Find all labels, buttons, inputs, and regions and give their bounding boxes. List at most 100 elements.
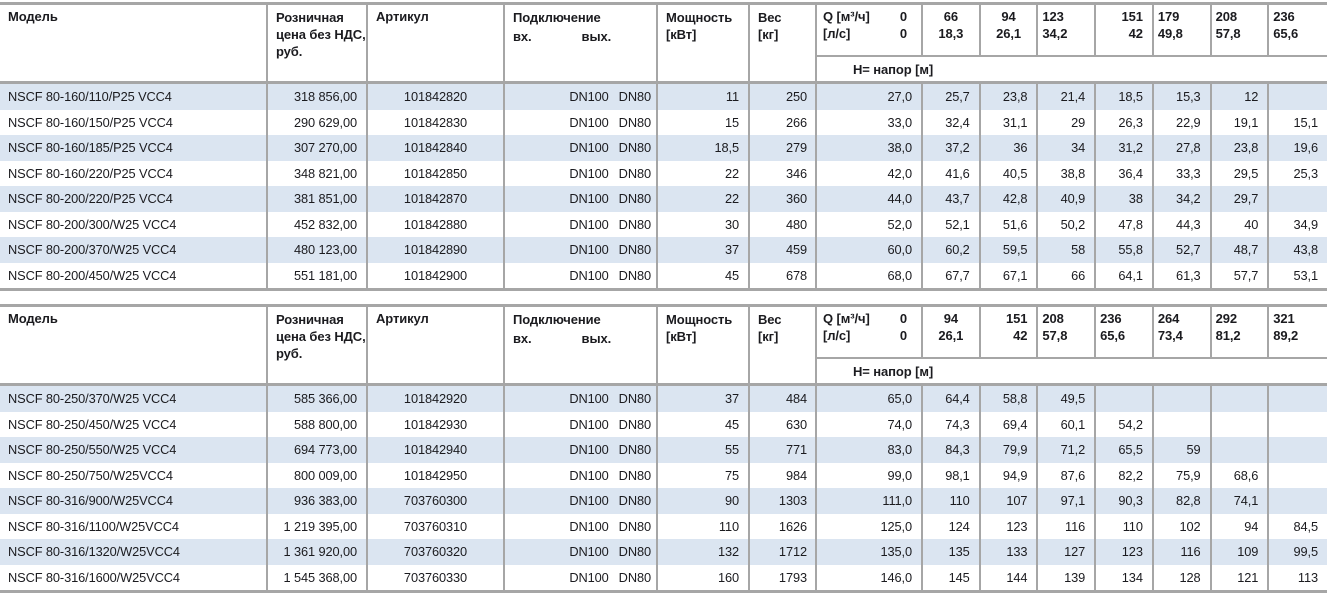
head-value-cell: 52,7 [1154,237,1212,263]
connection-header-label: Подключение [513,312,601,327]
table-row: NSCF 80-250/450/W25 VCC4 588 800,00 101842… [0,411,1327,437]
ls-zero-value: 0 [899,328,907,343]
head-value-cell: 59,5 [981,237,1039,263]
head-value-cell: 64,1 [1096,262,1154,288]
head-value-cell: 36,4 [1096,160,1154,186]
dn-in-value: DN100 [569,518,609,534]
head-value-cell: 49,5 [1038,386,1097,412]
head-value-cell: 29,5 [1212,160,1270,186]
head-value-cell: 98,1 [923,462,981,488]
column-header-model: Модель [0,307,268,383]
head-value-cell: 40 [1212,211,1270,237]
head-value-cell: 146,0 [817,564,923,590]
q-label-row: Q [м³/ч] 0 [823,8,907,25]
conn-out-label: вых. [581,29,612,44]
connection-header-label: Подключение [513,10,601,25]
head-value-cell: 107 [981,488,1039,514]
ls-flow-value: 81,2 [1215,328,1241,343]
q-flow-value: 66 [943,9,958,24]
head-value-cell: 94 [1212,513,1270,539]
weight-cell: 480 [750,211,817,237]
dn-out-value: DN80 [618,569,651,585]
weight-header-line: [кг] [758,27,779,42]
model-cell: NSCF 80-200/370/W25 VCC4 [0,237,268,263]
conn-out-label: вых. [581,331,612,346]
head-value-cell: 61,3 [1154,262,1212,288]
price-cell: 348 821,00 [268,160,368,186]
dn-in-value: DN100 [569,114,609,130]
price-cell: 588 800,00 [268,411,368,437]
head-value-cell: 25,3 [1293,165,1318,181]
ls-unit-label: [л/с] [823,26,851,41]
power-cell: 37 [658,237,750,263]
connection-cell: DN100 DN80 [505,109,658,135]
weight-header-line: Вес [758,10,782,25]
power-header-line: [кВт] [666,329,697,344]
table-row: NSCF 80-250/750/W25VCC4 800 009,00 1018429… [0,462,1327,489]
head-value-cell: 19,1 [1212,109,1270,135]
article-cell: 703760310 [368,513,505,539]
table-body: NSCF 80-250/370/W25 VCC4 585 366,00 101842… [0,386,1327,593]
article-cell: 101842880 [368,211,505,237]
head-value-cell: 60,0 [817,237,923,263]
power-cell: 11 [658,84,750,110]
connection-cell: DN100 DN80 [505,160,658,186]
head-value-cell: 97,1 [1038,488,1097,514]
connection-cell: DN100 DN80 [505,564,658,590]
head-value-cell [1096,386,1154,412]
head-value-cell: 19,6 [1293,140,1318,155]
article-cell: 101842920 [368,386,505,412]
head-value-cell: 110 [1096,513,1154,539]
head-value-cell: 26,3 [1096,109,1154,135]
ls-label-row: [л/с] 0 [823,327,907,344]
model-cell: NSCF 80-160/220/P25 VCC4 [0,160,268,186]
price-cell: 1 219 395,00 [268,513,368,539]
price-cell: 1 361 920,00 [268,539,368,565]
head-value-cell: 135 [923,539,981,565]
head-value-cell: 74,0 [817,411,923,437]
dn-in-value: DN100 [569,191,609,206]
q-flow-value: 236 [1100,311,1122,326]
head-value-cell: 33,3 [1154,160,1212,186]
article-cell: 101842820 [368,84,505,110]
column-header-q-zero: Q [м³/ч] 0 [л/с] 0 [817,307,923,359]
head-value-cell: 69,4 [981,411,1039,437]
column-header-q: 208 57,8 [1211,5,1270,57]
dn-out-value: DN80 [618,518,651,534]
column-header-power: Мощность [кВт] [658,307,750,383]
ls-flow-value: 18,3 [938,26,964,41]
connection-cell: DN100 DN80 [505,237,658,263]
weight-cell: 1626 [750,513,817,539]
head-value-cell: 29,7 [1212,186,1270,212]
table-row: NSCF 80-316/1320/W25VCC4 1 361 920,00 7037… [0,539,1327,565]
power-cell: 22 [658,160,750,186]
head-value-cell [1269,463,1327,489]
ls-unit-label: [л/с] [823,328,851,343]
table-row: NSCF 80-160/150/P25 VCC4 290 629,00 101842… [0,109,1327,135]
head-value-cell: 60,1 [1038,411,1097,437]
price-cell: 307 270,00 [268,135,368,161]
weight-cell: 1303 [750,488,817,514]
head-value-cell: 134 [1096,564,1154,590]
weight-cell: 1712 [750,539,817,565]
head-value-cell [1154,386,1212,412]
model-cell: NSCF 80-250/550/W25 VCC4 [0,437,268,463]
model-cell: NSCF 80-200/300/W25 VCC4 [0,211,268,237]
head-value-cell: 42,8 [981,186,1039,212]
q-flow-value: 151 [1006,311,1028,326]
article-cell: 101842890 [368,237,505,263]
model-cell: NSCF 80-160/110/P25 VCC4 [0,84,268,110]
power-header-line: Мощность [666,312,733,327]
connection-cell: DN100 DN80 [505,84,658,110]
dn-in-value: DN100 [569,242,609,257]
head-value-cell: 109 [1212,539,1270,565]
head-value-cell: 31,2 [1096,135,1154,161]
head-value-cell: 128 [1154,564,1212,590]
head-value-cell: 65,0 [817,386,923,412]
dn-in-value: DN100 [569,467,609,483]
column-header-q: 123 34,2 [1038,5,1097,57]
dn-out-value: DN80 [618,442,651,457]
ls-flow-value: 57,8 [1042,328,1068,343]
head-value-cell: 42,0 [817,160,923,186]
head-value-cell: 102 [1154,513,1212,539]
